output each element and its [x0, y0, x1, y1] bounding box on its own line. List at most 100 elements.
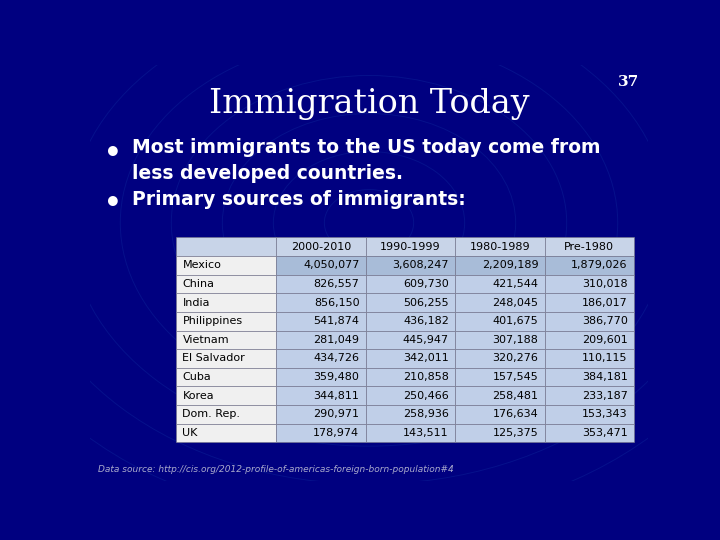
Text: UK: UK [182, 428, 198, 438]
FancyBboxPatch shape [366, 405, 455, 424]
FancyBboxPatch shape [455, 330, 544, 349]
Text: 110,115: 110,115 [582, 354, 628, 363]
FancyBboxPatch shape [366, 368, 455, 387]
FancyBboxPatch shape [276, 368, 366, 387]
FancyBboxPatch shape [276, 424, 366, 442]
FancyBboxPatch shape [176, 424, 276, 442]
FancyBboxPatch shape [544, 405, 634, 424]
FancyBboxPatch shape [276, 387, 366, 405]
FancyBboxPatch shape [544, 387, 634, 405]
FancyBboxPatch shape [366, 293, 455, 312]
FancyBboxPatch shape [544, 238, 634, 256]
FancyBboxPatch shape [276, 330, 366, 349]
Text: Immigration Today: Immigration Today [209, 87, 529, 120]
Text: 436,182: 436,182 [403, 316, 449, 326]
Text: 384,181: 384,181 [582, 372, 628, 382]
FancyBboxPatch shape [455, 349, 544, 368]
Text: 176,634: 176,634 [492, 409, 539, 420]
FancyBboxPatch shape [455, 387, 544, 405]
FancyBboxPatch shape [366, 424, 455, 442]
Text: 434,726: 434,726 [313, 354, 359, 363]
Text: 342,011: 342,011 [403, 354, 449, 363]
FancyBboxPatch shape [276, 238, 366, 256]
FancyBboxPatch shape [176, 349, 276, 368]
FancyBboxPatch shape [544, 293, 634, 312]
Text: Vietnam: Vietnam [182, 335, 229, 345]
FancyBboxPatch shape [455, 256, 544, 275]
Text: 258,481: 258,481 [492, 391, 539, 401]
FancyBboxPatch shape [455, 405, 544, 424]
FancyBboxPatch shape [544, 368, 634, 387]
FancyBboxPatch shape [455, 275, 544, 293]
Text: 210,858: 210,858 [403, 372, 449, 382]
FancyBboxPatch shape [366, 349, 455, 368]
FancyBboxPatch shape [176, 256, 276, 275]
FancyBboxPatch shape [176, 387, 276, 405]
Text: •: • [104, 191, 122, 218]
FancyBboxPatch shape [366, 330, 455, 349]
Text: Dom. Rep.: Dom. Rep. [182, 409, 240, 420]
FancyBboxPatch shape [276, 405, 366, 424]
Text: China: China [182, 279, 215, 289]
FancyBboxPatch shape [176, 293, 276, 312]
Text: 541,874: 541,874 [313, 316, 359, 326]
FancyBboxPatch shape [544, 312, 634, 330]
FancyBboxPatch shape [544, 330, 634, 349]
Text: 1,879,026: 1,879,026 [571, 260, 628, 271]
FancyBboxPatch shape [544, 275, 634, 293]
FancyBboxPatch shape [176, 275, 276, 293]
Text: 258,936: 258,936 [403, 409, 449, 420]
FancyBboxPatch shape [455, 312, 544, 330]
Text: India: India [182, 298, 210, 308]
FancyBboxPatch shape [176, 312, 276, 330]
FancyBboxPatch shape [366, 256, 455, 275]
Text: 445,947: 445,947 [402, 335, 449, 345]
Text: Data source: http://cis.org/2012-profile-of-americas-foreign-born-population#4: Data source: http://cis.org/2012-profile… [99, 465, 454, 474]
Text: 359,480: 359,480 [313, 372, 359, 382]
Text: Philippines: Philippines [182, 316, 243, 326]
Text: Mexico: Mexico [182, 260, 221, 271]
FancyBboxPatch shape [276, 293, 366, 312]
Text: less developed countries.: less developed countries. [132, 164, 403, 183]
Text: 178,974: 178,974 [313, 428, 359, 438]
Text: 2000-2010: 2000-2010 [291, 242, 351, 252]
Text: 2,209,189: 2,209,189 [482, 260, 539, 271]
Text: 320,276: 320,276 [492, 354, 539, 363]
FancyBboxPatch shape [544, 349, 634, 368]
Text: 233,187: 233,187 [582, 391, 628, 401]
FancyBboxPatch shape [366, 387, 455, 405]
FancyBboxPatch shape [366, 312, 455, 330]
FancyBboxPatch shape [544, 424, 634, 442]
FancyBboxPatch shape [455, 368, 544, 387]
Text: 307,188: 307,188 [492, 335, 539, 345]
Text: 186,017: 186,017 [582, 298, 628, 308]
FancyBboxPatch shape [366, 238, 455, 256]
Text: 856,150: 856,150 [314, 298, 359, 308]
Text: 209,601: 209,601 [582, 335, 628, 345]
Text: 250,466: 250,466 [403, 391, 449, 401]
Text: 281,049: 281,049 [313, 335, 359, 345]
Text: •: • [104, 140, 122, 167]
Text: El Salvador: El Salvador [182, 354, 246, 363]
Text: 401,675: 401,675 [492, 316, 539, 326]
Text: Cuba: Cuba [182, 372, 211, 382]
FancyBboxPatch shape [276, 312, 366, 330]
Text: 3,608,247: 3,608,247 [392, 260, 449, 271]
FancyBboxPatch shape [455, 293, 544, 312]
FancyBboxPatch shape [176, 330, 276, 349]
Text: Most immigrants to the US today come from: Most immigrants to the US today come fro… [132, 138, 600, 157]
Text: 506,255: 506,255 [403, 298, 449, 308]
FancyBboxPatch shape [176, 405, 276, 424]
Text: 143,511: 143,511 [403, 428, 449, 438]
FancyBboxPatch shape [176, 238, 276, 256]
FancyBboxPatch shape [276, 275, 366, 293]
Text: 609,730: 609,730 [403, 279, 449, 289]
Text: Korea: Korea [182, 391, 214, 401]
Text: 248,045: 248,045 [492, 298, 539, 308]
Text: 4,050,077: 4,050,077 [303, 260, 359, 271]
Text: 353,471: 353,471 [582, 428, 628, 438]
Text: 826,557: 826,557 [313, 279, 359, 289]
Text: Primary sources of immigrants:: Primary sources of immigrants: [132, 190, 466, 208]
Text: 310,018: 310,018 [582, 279, 628, 289]
Text: 386,770: 386,770 [582, 316, 628, 326]
